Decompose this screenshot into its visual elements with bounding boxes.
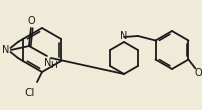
Text: O: O [27, 16, 35, 26]
Text: Cl: Cl [25, 88, 35, 98]
Text: N: N [120, 31, 127, 41]
Text: N: N [44, 58, 51, 68]
Text: H: H [50, 61, 57, 70]
Text: O: O [194, 69, 201, 79]
Text: N: N [2, 45, 9, 55]
